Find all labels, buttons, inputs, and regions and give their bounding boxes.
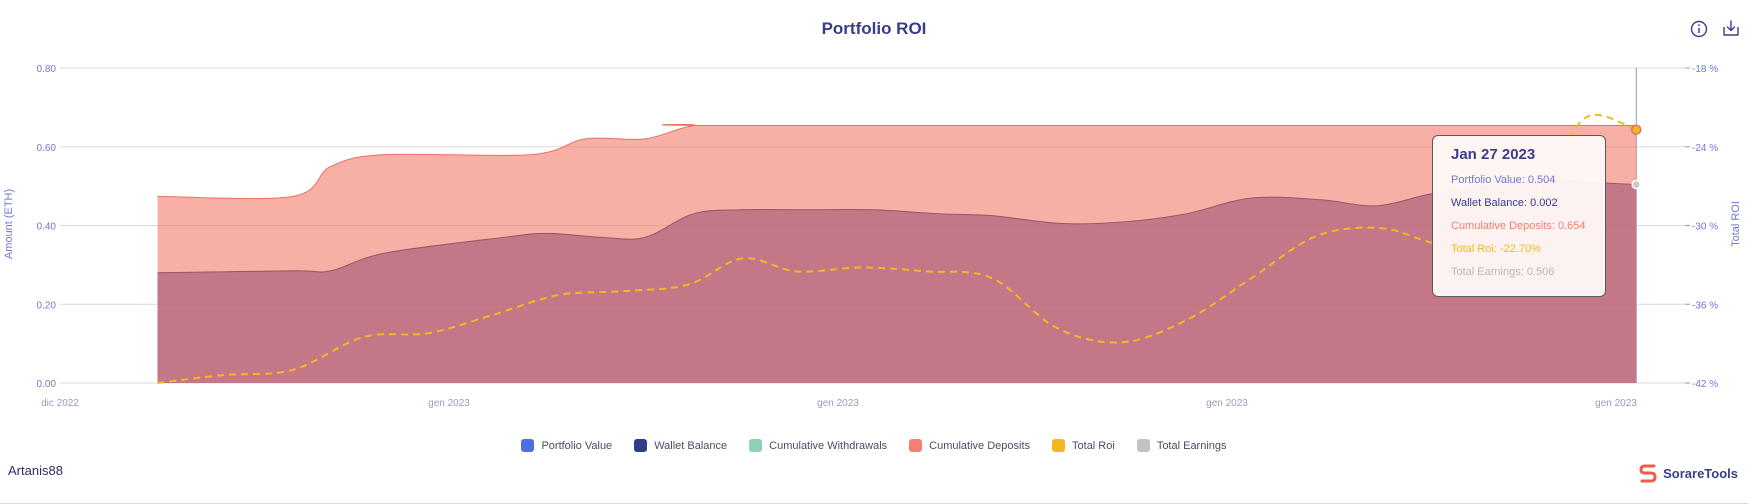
hover-marker-total-roi [1631, 124, 1642, 135]
x-tick-label: gen 2023 [1595, 398, 1637, 409]
y2-tick-label: -24 % [1692, 143, 1718, 154]
area-portfolio-value [157, 178, 1637, 383]
y2-tick-label: -42 % [1692, 379, 1718, 390]
y-tick-label: 0.80 [37, 64, 57, 75]
legend-label: Wallet Balance [654, 439, 728, 452]
x-tick-label: gen 2023 [1206, 398, 1248, 409]
x-tick-label: dic 2022 [41, 398, 79, 409]
legend-item-portfolio-value[interactable]: Portfolio Value [521, 439, 612, 452]
legend-label: Total Roi [1072, 439, 1115, 452]
tooltip-total-earnings: Total Earnings: 0.506 [1451, 266, 1555, 278]
tooltip: Jan 27 2023 Portfolio Value: 0.504 Walle… [1432, 135, 1606, 297]
y2-tick-label: -36 % [1692, 300, 1718, 311]
chart-title: Portfolio ROI [821, 19, 927, 38]
brand-name: SorareTools [1663, 465, 1738, 481]
area-cumulative-deposits-line [157, 123, 1637, 200]
tooltip-date: Jan 27 2023 [1451, 146, 1536, 163]
x-tick-label: gen 2023 [817, 398, 859, 409]
username: Artanis88 [8, 463, 63, 478]
y2-tick-label: -30 % [1692, 222, 1718, 233]
legend-swatch [749, 439, 763, 452]
download-icon[interactable] [1720, 18, 1742, 40]
y-tick-label: 0.40 [37, 222, 57, 233]
hover-marker-portfolio-value [1631, 179, 1641, 190]
legend-label: Portfolio Value [541, 439, 613, 452]
legend-swatch [1136, 439, 1150, 452]
tooltip-wallet-balance: Wallet Balance: 0.002 [1451, 197, 1558, 209]
legend-item-wallet-balance[interactable]: Wallet Balance [634, 439, 727, 452]
legend: Portfolio Value Wallet Balance Cumulativ… [0, 439, 1748, 452]
tooltip-cumulative-deposits: Cumulative Deposits: 0.654 [1451, 220, 1586, 232]
y2-tick-label: -18 % [1692, 64, 1718, 75]
tooltip-portfolio-value: Portfolio Value: 0.504 [1451, 174, 1556, 186]
legend-swatch [521, 439, 535, 452]
y2-axis-title: Total ROI [1729, 201, 1742, 247]
area-portfolio-value-line [157, 177, 1637, 274]
tooltip-total-roi: Total Roi: -22.70% [1451, 243, 1541, 255]
legend-swatch [909, 439, 923, 452]
legend-item-total-roi[interactable]: Total Roi [1052, 439, 1115, 452]
legend-label: Total Earnings [1156, 439, 1227, 452]
info-icon[interactable] [1688, 18, 1710, 40]
y-tick-label: 0.20 [37, 300, 57, 311]
legend-label: Cumulative Withdrawals [769, 439, 888, 452]
y-tick-label: 0.60 [37, 143, 57, 154]
y-axis-title: Amount (ETH) [3, 188, 16, 260]
legend-item-total-earnings[interactable]: Total Earnings [1136, 439, 1227, 452]
x-tick-label: gen 2023 [428, 398, 470, 409]
y-tick-label: 0.00 [37, 379, 57, 390]
legend-swatch [1052, 439, 1066, 452]
chart-canvas[interactable]: 0.00 0.20 0.40 0.60 0.80 -42 % -36 % -30 % -24 %… [0, 0, 1748, 430]
sorare-tools-logo-icon [1639, 464, 1657, 483]
legend-item-cumulative-deposits[interactable]: Cumulative Deposits [909, 439, 1030, 452]
legend-swatch [634, 439, 648, 452]
brand-logo[interactable]: SorareTools [1639, 462, 1738, 484]
legend-item-cumulative-withdrawals[interactable]: Cumulative Withdrawals [749, 439, 887, 452]
legend-label: Cumulative Deposits [929, 439, 1031, 452]
